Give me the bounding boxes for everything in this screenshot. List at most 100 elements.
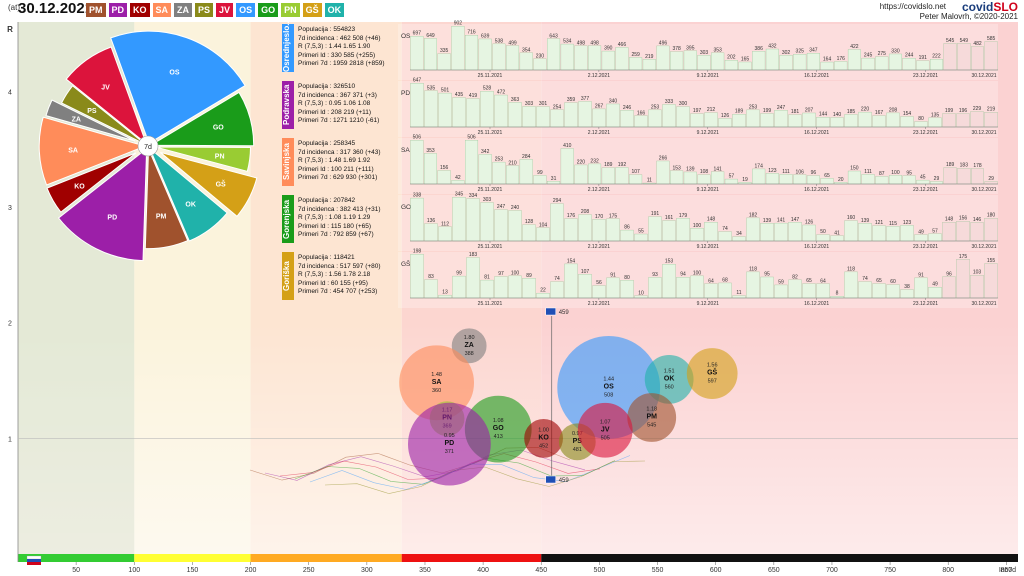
bar-value-label: 538: [495, 38, 504, 44]
x-tick-label: 800: [942, 567, 954, 574]
bar-value-label: 165: [741, 56, 750, 62]
pie-slice-label: SA: [68, 148, 78, 155]
card-stat-line: Primeri 7d : 1271 1210 (-61): [298, 117, 380, 125]
bar: [928, 117, 942, 128]
bar: [942, 276, 956, 299]
region-tab-os[interactable]: OS: [236, 3, 256, 17]
bar: [830, 235, 844, 242]
bar: [592, 219, 606, 242]
bar: [957, 43, 971, 71]
bubble-pd: [407, 402, 491, 486]
bubble-code-label: GO: [493, 425, 504, 432]
region-tab-za[interactable]: ZA: [174, 3, 193, 17]
bar: [774, 222, 788, 242]
bubble-inc-label: 388: [465, 351, 474, 357]
bar: [956, 259, 970, 299]
card-stat-line: Primeri ld : 60 155 (+95): [298, 279, 368, 287]
bar: [872, 115, 886, 128]
bar: [802, 224, 816, 242]
bar: [560, 43, 574, 71]
card-stat-line: Populacija : 207842: [298, 197, 356, 204]
bubble-r-label: 1.00: [538, 427, 549, 433]
bar: [492, 43, 506, 71]
bar-value-label: 103: [973, 270, 982, 276]
x-tick-label: 600: [710, 567, 722, 574]
bar: [519, 52, 533, 71]
bar: [765, 48, 779, 71]
bar-date-label: 16.12.2021: [804, 187, 829, 193]
bar-value-label: 153: [665, 259, 674, 265]
bar: [424, 90, 438, 128]
bar-value-label: 65: [876, 278, 882, 284]
region-tab-jv[interactable]: JV: [216, 3, 234, 17]
bar-value-label: 55: [638, 229, 644, 235]
bar-value-label: 91: [610, 272, 616, 278]
bar-date-label: 25.11.2021: [478, 301, 503, 307]
bar-value-label: 146: [973, 217, 982, 223]
bar: [550, 109, 564, 128]
region-tab-gš[interactable]: GŠ: [302, 3, 322, 17]
bar: [451, 26, 465, 71]
pie-slice-ok: [149, 148, 228, 242]
pie-slice-label: OS: [169, 69, 179, 76]
bar: [844, 271, 858, 299]
bar-value-label: 74: [722, 226, 728, 232]
pie-slice-jv: [65, 46, 148, 146]
region-tab-ko[interactable]: KO: [130, 3, 150, 17]
bar: [536, 292, 550, 299]
card-name: Osrednjeslo...: [282, 19, 291, 72]
bar-value-label: 87: [879, 171, 885, 177]
bar-value-label: 140: [833, 112, 842, 118]
reference-flag: [545, 475, 556, 484]
region-tab-sa[interactable]: SA: [152, 3, 172, 17]
bar-value-label: 183: [469, 252, 478, 258]
card-stat-line: Populacija : 554823: [298, 26, 356, 33]
bar-value-label: 199: [763, 108, 772, 114]
bar-value-label: 65: [806, 278, 812, 284]
x-tick-label: 250: [303, 567, 315, 574]
bar: [550, 203, 564, 242]
region-tab-ok[interactable]: OK: [324, 3, 345, 17]
card-stat-line: Primeri 7d : 792 859 (+67): [298, 231, 374, 239]
bar: [506, 45, 520, 71]
region-tab-go[interactable]: GO: [258, 3, 279, 17]
bar: [522, 224, 536, 242]
region-tab-ps[interactable]: PS: [195, 3, 214, 17]
reference-label: 459: [559, 310, 570, 316]
bar-value-label: 498: [577, 40, 586, 46]
bar-date-label: 9.12.2021: [697, 301, 719, 307]
bar-date-label: 16.12.2021: [804, 244, 829, 250]
card-stat-line: 7d incidenca : 367 371 (+3): [298, 91, 377, 99]
bar-value-label: 499: [508, 40, 517, 46]
region-tabs: PM PD KO SA ZA PS JV OS GO PN GŠ OK: [86, 3, 345, 17]
card-stat-line: Populacija : 326510: [298, 83, 356, 90]
bar-value-label: 86: [624, 225, 630, 231]
site-url[interactable]: https://covidslo.net: [879, 2, 946, 11]
region-tab-pm[interactable]: PM: [86, 3, 106, 17]
bar: [779, 55, 793, 71]
bar-value-label: 175: [959, 254, 968, 260]
bar: [888, 53, 902, 71]
bar-value-label: 115: [889, 221, 897, 227]
bar-value-label: 96: [811, 170, 817, 176]
bar: [816, 117, 830, 128]
bar: [902, 57, 916, 71]
bar-value-label: 220: [577, 159, 586, 165]
bar-value-label: 545: [946, 38, 955, 44]
bar-date-label: 23.12.2021: [913, 301, 938, 307]
bar: [844, 220, 858, 242]
flag-stripe: [27, 559, 41, 562]
bar: [662, 220, 676, 242]
bar-value-label: 253: [749, 104, 758, 110]
bar: [861, 174, 875, 185]
card-stat-line: R (7,5,3) : 1.48 1.69 1.92: [298, 157, 371, 165]
bar: [466, 98, 480, 128]
bar-value-label: 123: [903, 220, 912, 226]
region-tab-pd[interactable]: PD: [108, 3, 128, 17]
bar: [533, 58, 547, 71]
bar-value-label: 639: [481, 33, 490, 39]
bar: [466, 198, 480, 242]
bar: [578, 214, 592, 242]
bar: [564, 263, 578, 299]
region-tab-pn[interactable]: PN: [281, 3, 300, 17]
